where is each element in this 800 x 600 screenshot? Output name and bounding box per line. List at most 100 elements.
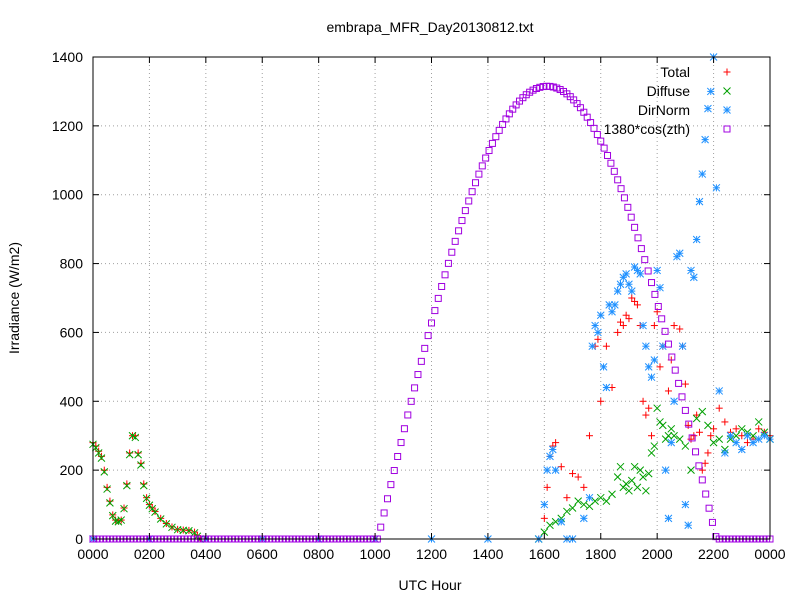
data-point-dirnorm	[602, 383, 611, 392]
data-point-dirnorm	[754, 435, 763, 444]
data-point-total	[648, 432, 656, 440]
data-point-1380-cos-zth	[644, 267, 652, 275]
x-tick-label: 0600	[247, 546, 278, 562]
data-point-1380-cos-zth	[417, 357, 425, 365]
legend-marker-dirnorm	[723, 106, 731, 114]
data-point-1380-cos-zth	[597, 137, 605, 145]
data-point-dirnorm	[613, 287, 622, 295]
data-point-total	[563, 494, 571, 502]
x-tick-label: 0800	[303, 546, 334, 562]
data-point-1380-cos-zth	[593, 131, 601, 139]
data-point-1380-cos-zth	[421, 344, 429, 352]
data-point-1380-cos-zth	[451, 237, 459, 245]
x-tick-label: 1200	[416, 546, 447, 562]
data-point-dirnorm	[625, 280, 633, 289]
data-point-diffuse	[568, 504, 577, 512]
data-point-diffuse	[715, 435, 724, 444]
data-point-diffuse	[630, 462, 639, 471]
data-point-diffuse	[681, 442, 690, 450]
data-point-diffuse	[563, 507, 571, 516]
y-tick-label: 1400	[52, 49, 83, 65]
data-point-total	[585, 432, 593, 440]
data-point-diffuse	[94, 449, 103, 457]
data-point-dirnorm	[701, 135, 709, 144]
data-point-dirnorm	[608, 307, 616, 316]
data-point-dirnorm	[596, 311, 605, 320]
data-point-1380-cos-zth	[414, 371, 422, 379]
data-point-diffuse	[658, 421, 667, 430]
data-point-total	[614, 328, 622, 336]
data-point-1380-cos-zth	[472, 179, 480, 187]
data-point-dirnorm	[653, 266, 662, 275]
data-point-1380-cos-zth	[695, 462, 703, 470]
data-point-total	[676, 325, 684, 333]
data-point-diffuse	[633, 483, 642, 492]
data-point-dirnorm	[732, 438, 741, 447]
data-point-dirnorm	[616, 280, 625, 289]
data-point-diffuse	[732, 431, 741, 440]
data-point-diffuse	[670, 431, 678, 440]
data-point-1380-cos-zth	[485, 147, 493, 155]
data-point-diffuse	[137, 461, 145, 469]
data-point-1380-cos-zth	[634, 234, 642, 242]
data-point-diffuse	[627, 476, 636, 485]
data-point-1380-cos-zth	[428, 319, 435, 327]
data-point-1380-cos-zth	[681, 406, 689, 414]
axes: 0000 0200 0400 0600 0800 1000 1200 1400 1600 1800…	[52, 49, 786, 562]
data-point-1380-cos-zth	[604, 151, 612, 159]
data-point-total	[732, 425, 740, 433]
data-point-dirnorm	[675, 249, 684, 258]
data-point-diffuse	[749, 431, 757, 440]
data-point-dirnorm	[543, 466, 552, 474]
data-point-dirnorm	[737, 445, 746, 454]
data-point-1380-cos-zth	[600, 144, 608, 152]
data-point-diffuse	[151, 508, 159, 516]
data-point-1380-cos-zth	[675, 379, 683, 387]
data-point-total	[670, 322, 678, 330]
data-point-1380-cos-zth	[688, 434, 696, 442]
x-tick-label: 1600	[529, 546, 560, 562]
data-point-dirnorm	[712, 183, 721, 192]
data-point-dirnorm	[692, 235, 701, 244]
data-point-1380-cos-zth	[404, 411, 412, 419]
data-point-diffuse	[591, 497, 599, 505]
data-point-1380-cos-zth	[637, 245, 645, 253]
y-tick-label: 0	[75, 531, 83, 547]
data-point-diffuse	[120, 504, 128, 513]
data-point-dirnorm	[743, 431, 752, 440]
data-point-dirnorm	[611, 301, 619, 309]
data-point-1380-cos-zth	[685, 420, 693, 428]
data-point-dirnorm	[715, 387, 724, 395]
data-point-1380-cos-zth	[394, 452, 402, 460]
data-point-total	[695, 428, 703, 436]
x-tick-label: 2000	[642, 546, 673, 562]
data-point-dirnorm	[661, 466, 670, 474]
data-point-diffuse	[162, 519, 171, 528]
data-point-diffuse	[185, 526, 193, 535]
data-point-1380-cos-zth	[461, 207, 469, 215]
x-tick-label: 0000	[77, 546, 108, 562]
data-point-diffuse	[546, 521, 554, 530]
data-point-diffuse	[125, 450, 134, 459]
data-point-diffuse	[644, 469, 653, 478]
x-tick-label: 1800	[585, 546, 616, 562]
data-point-diffuse	[622, 480, 630, 488]
data-point-total	[721, 418, 729, 426]
data-point-1380-cos-zth	[424, 332, 432, 340]
data-point-1380-cos-zth	[390, 467, 398, 475]
data-point-diffuse	[709, 438, 718, 447]
data-point-dirnorm	[591, 321, 599, 330]
data-point-diffuse	[168, 523, 176, 532]
data-point-total	[619, 322, 627, 330]
data-point-1380-cos-zth	[654, 303, 662, 311]
data-point-1380-cos-zth	[434, 294, 442, 302]
y-tick-label: 1000	[52, 187, 83, 203]
data-point-total	[650, 322, 658, 330]
data-point-dirnorm	[551, 466, 560, 474]
data-point-diffuse	[134, 450, 142, 459]
data-point-dirnorm	[642, 342, 650, 351]
data-point-dirnorm	[670, 397, 678, 406]
data-point-1380-cos-zth	[441, 271, 449, 279]
data-point-diffuse	[139, 481, 148, 490]
